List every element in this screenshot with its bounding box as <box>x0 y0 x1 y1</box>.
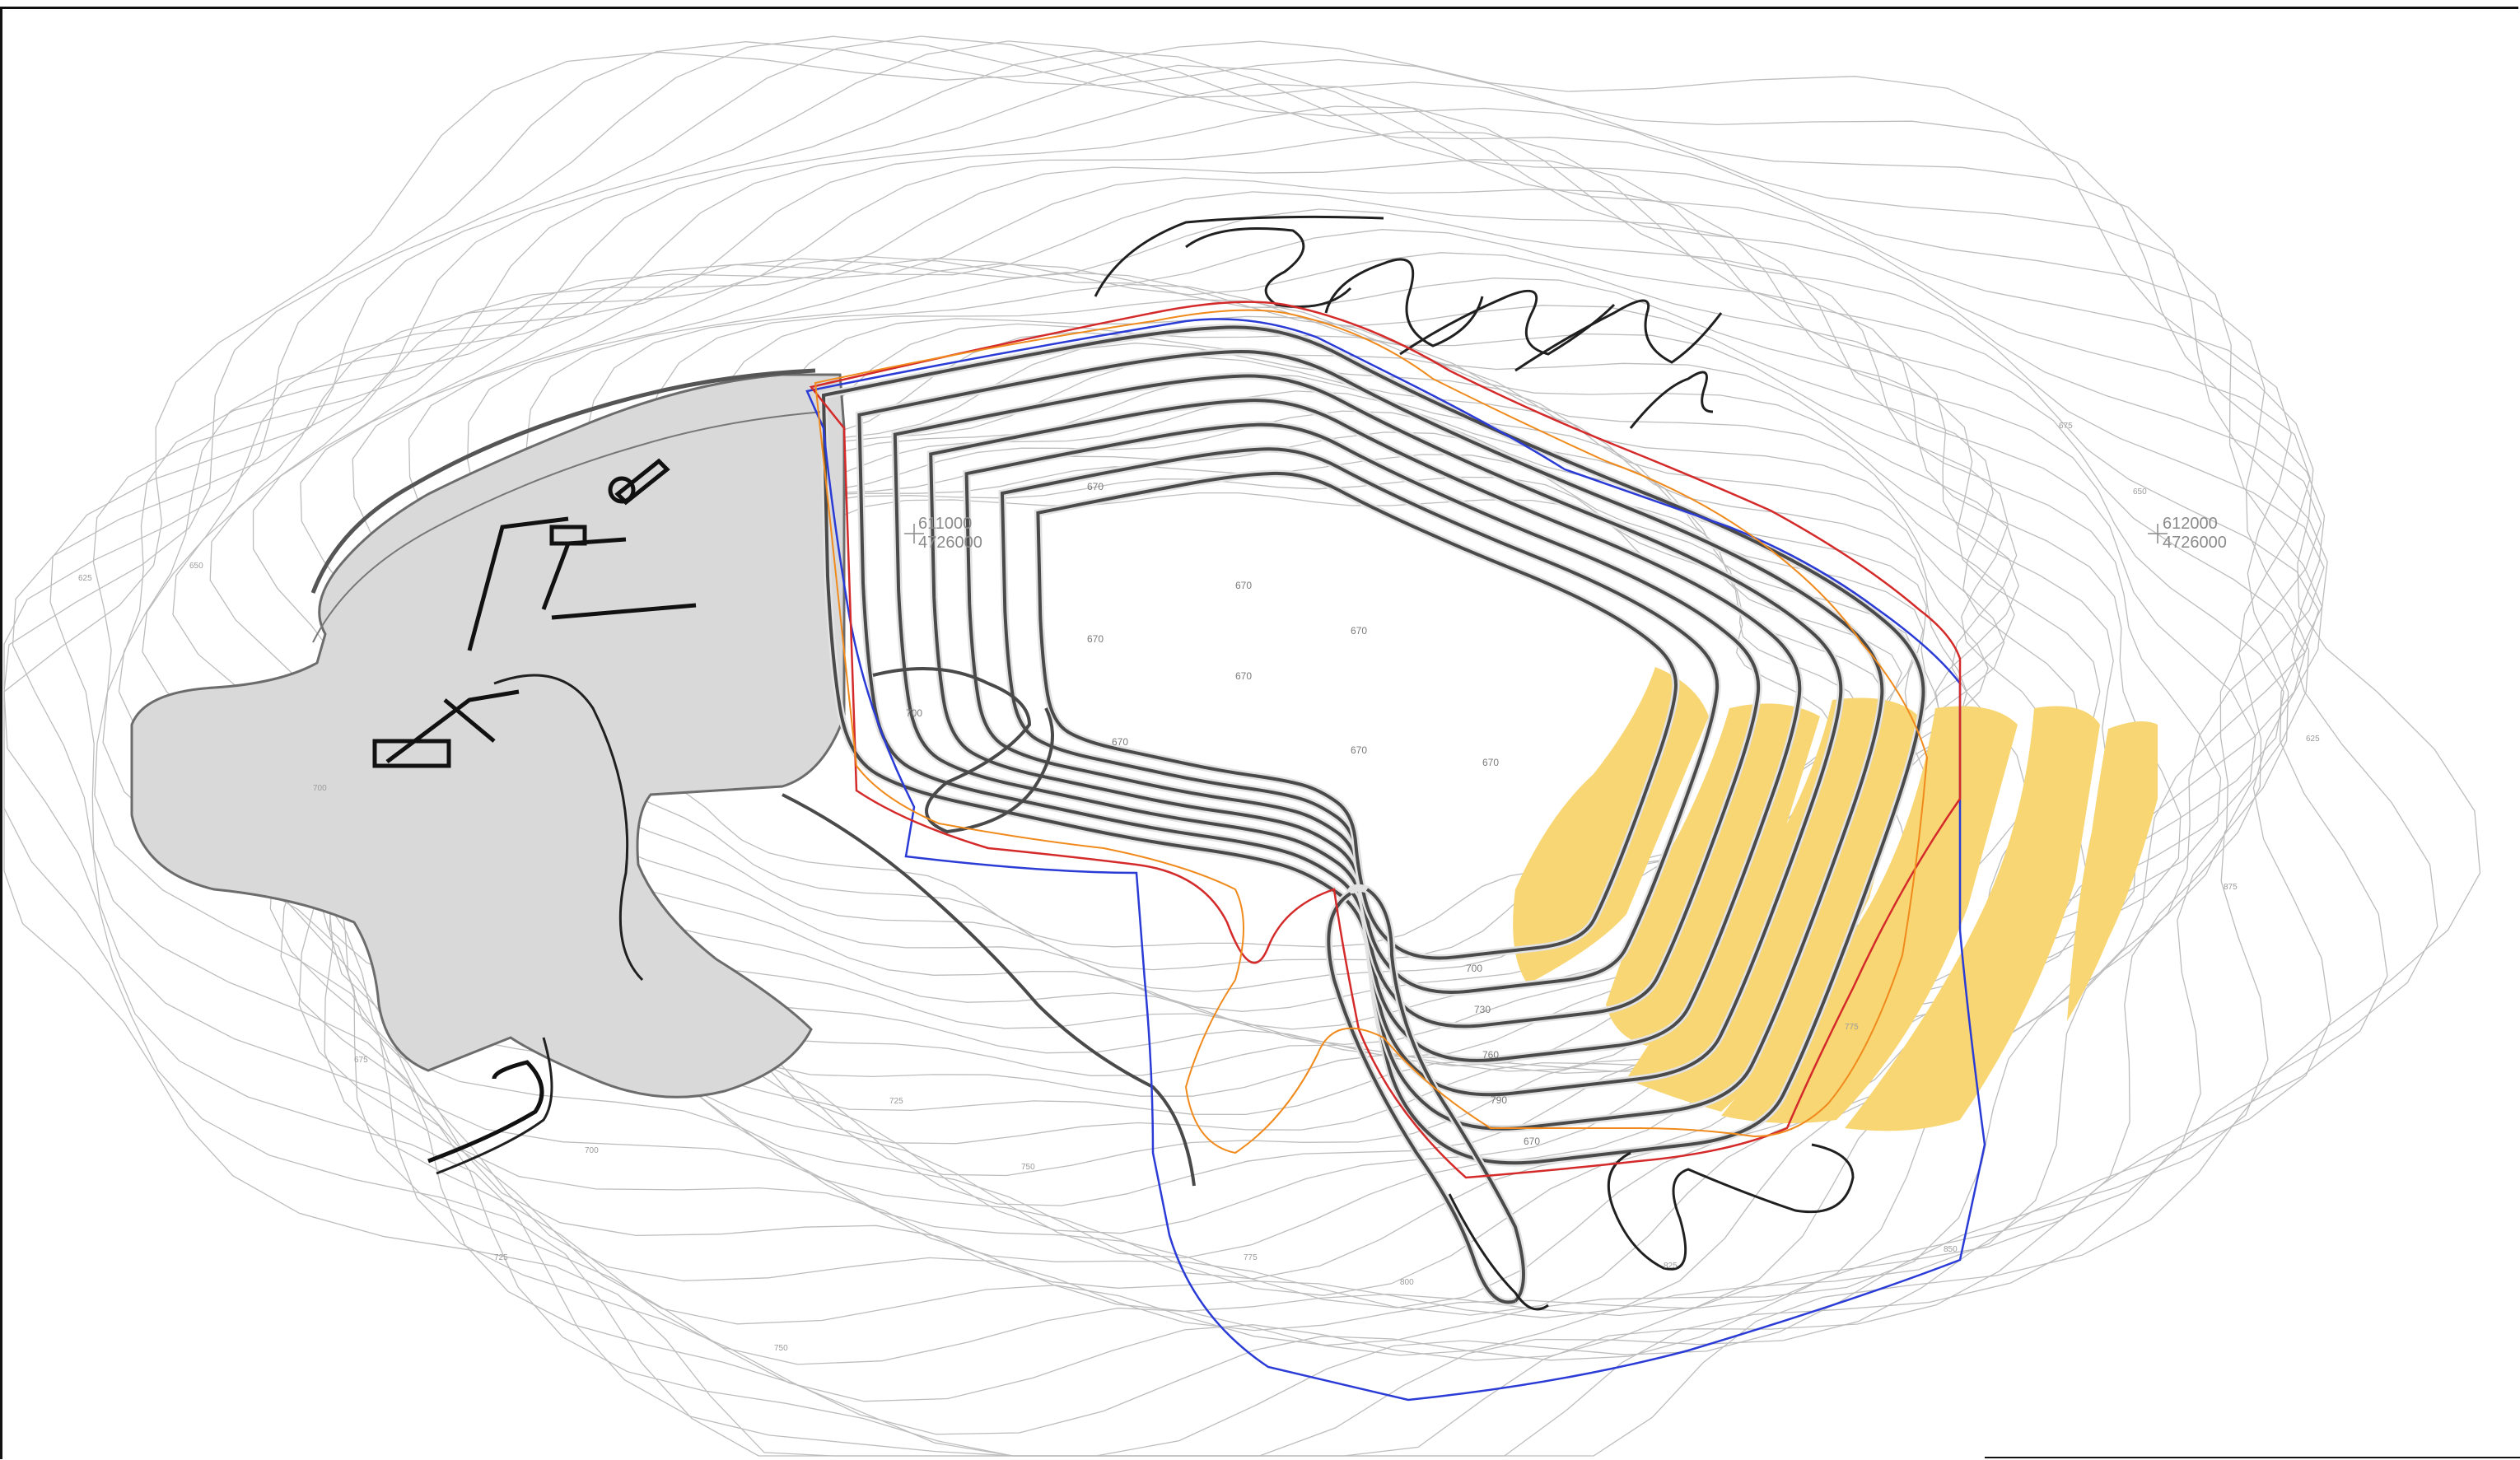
elevation-label: 760 <box>1482 1049 1499 1061</box>
contour-label: 850 <box>1944 1245 1958 1254</box>
permit-boundary-blue <box>805 318 1986 1402</box>
contour-label: 625 <box>78 574 92 583</box>
grid-mark-611000: 611000 4726000 <box>904 515 982 552</box>
map-frame <box>0 7 2518 1459</box>
west-ramp-loop <box>872 667 1054 834</box>
contour-line <box>92 50 2292 1435</box>
pit-bench-crest <box>929 399 1802 1062</box>
pit-benches <box>819 323 1927 1167</box>
contour-label: 800 <box>1400 1278 1414 1287</box>
pit-bench-crest <box>964 422 1761 1029</box>
boundary-orange <box>814 309 1929 1154</box>
elevation-labels: 670 670 670 670 670 670 670 700 730 760 790 670 700 6… <box>906 481 1540 1147</box>
pit-bench-crest <box>893 374 1843 1097</box>
site-road-west <box>427 1060 544 1164</box>
elevation-label: 670 <box>1087 633 1104 645</box>
thickener <box>608 476 636 504</box>
elevation-label: 790 <box>1491 1094 1507 1106</box>
easting-label-611000: 611000 <box>918 515 972 533</box>
contour-label: 700 <box>313 784 327 793</box>
pit-bench-crest <box>857 349 1884 1131</box>
conveyor-6 <box>541 543 571 610</box>
conveyor-3 <box>551 603 697 620</box>
contour-label: 675 <box>354 1056 368 1065</box>
elevation-label: 670 <box>1351 744 1367 756</box>
elevation-label: 700 <box>1466 963 1482 974</box>
grid-mark-612000: 612000 4726000 <box>2148 515 2227 552</box>
haul-ramps <box>782 667 1855 1311</box>
contour-labels: 625 650 675 700 725 750 775 800 825 850 875 625 650 6… <box>78 422 2320 1353</box>
grid-crosshair-611000 <box>904 524 924 543</box>
contour-line <box>118 83 2322 1365</box>
contour-line <box>49 40 2310 1457</box>
contour-label: 750 <box>774 1344 788 1353</box>
contour-line <box>3 40 2481 1457</box>
highlight-zone-2 <box>1606 703 1820 1046</box>
contour-label: 650 <box>189 562 203 571</box>
highlight-zone-4 <box>1721 706 2018 1123</box>
elevation-label: 670 <box>1087 481 1104 492</box>
contour-label: 650 <box>2133 487 2147 497</box>
contour-label: 725 <box>494 1253 508 1262</box>
conveyor-4 <box>467 516 569 651</box>
south-ramp-edge-2 <box>1365 888 1525 1303</box>
contour-label: 775 <box>1244 1253 1258 1262</box>
contour-label: 675 <box>2059 422 2073 431</box>
elevation-label: 670 <box>1482 757 1499 768</box>
elevation-label: 670 <box>1112 736 1128 748</box>
north-ramp-3 <box>1324 258 1484 348</box>
northing-label-611000: 4726000 <box>918 534 982 552</box>
conveyor-2 <box>443 698 496 743</box>
boundaries <box>805 301 1986 1402</box>
north-ramp-6 <box>1629 371 1714 429</box>
elevation-label: 670 <box>1351 625 1367 637</box>
contour-label: 825 <box>1664 1262 1678 1271</box>
easting-label-612000: 612000 <box>2163 515 2218 533</box>
grid-crosshair-612000 <box>2148 524 2168 543</box>
south-ramp-switchback-3 <box>1448 1193 1549 1311</box>
elevation-label: 730 <box>1474 1004 1491 1015</box>
north-ramp-4 <box>1399 289 1616 356</box>
pit-bench-crest <box>1000 447 1720 994</box>
plant-site-rim <box>310 368 816 594</box>
north-ramp-2 <box>1185 227 1352 308</box>
crusher-building <box>372 739 451 768</box>
south-ramp-edge-1 <box>1327 892 1516 1304</box>
south-ramp-switchback-2 <box>1607 1143 1855 1271</box>
highlight-zone-5 <box>1845 706 2100 1131</box>
contour-line <box>12 35 2331 1457</box>
access-road-south <box>436 1037 553 1175</box>
contour-label: 875 <box>2224 883 2238 892</box>
pit-bench-crest <box>1036 471 1678 960</box>
north-ramp-1 <box>1094 215 1384 297</box>
northing-label-612000: 4726000 <box>2163 534 2227 552</box>
elevation-label: 700 <box>906 707 922 719</box>
contour-label: 725 <box>889 1097 903 1106</box>
highlight-zone-6 <box>2067 721 2158 1021</box>
north-ramps <box>1094 215 1723 429</box>
phase-boundary-red <box>809 301 1962 1179</box>
contour-label: 750 <box>1021 1163 1035 1172</box>
contour-line <box>142 105 2325 1346</box>
north-ramp-5 <box>1514 299 1723 372</box>
contour-label: 775 <box>1845 1023 1859 1032</box>
screen-building <box>549 525 587 546</box>
elevation-label: 670 <box>1524 1136 1540 1147</box>
contour-label: 625 <box>2306 735 2320 744</box>
contour-label: 700 <box>585 1146 599 1155</box>
pit-bench-crest <box>821 325 1925 1165</box>
elevation-label: 670 <box>1235 580 1252 591</box>
elevation-label: 670 <box>1235 670 1252 682</box>
haul-road-plant <box>493 674 644 982</box>
southwest-access-ramp <box>782 793 1196 1187</box>
plant-site-inner-edge <box>312 411 824 643</box>
processing-plant <box>372 458 697 1175</box>
